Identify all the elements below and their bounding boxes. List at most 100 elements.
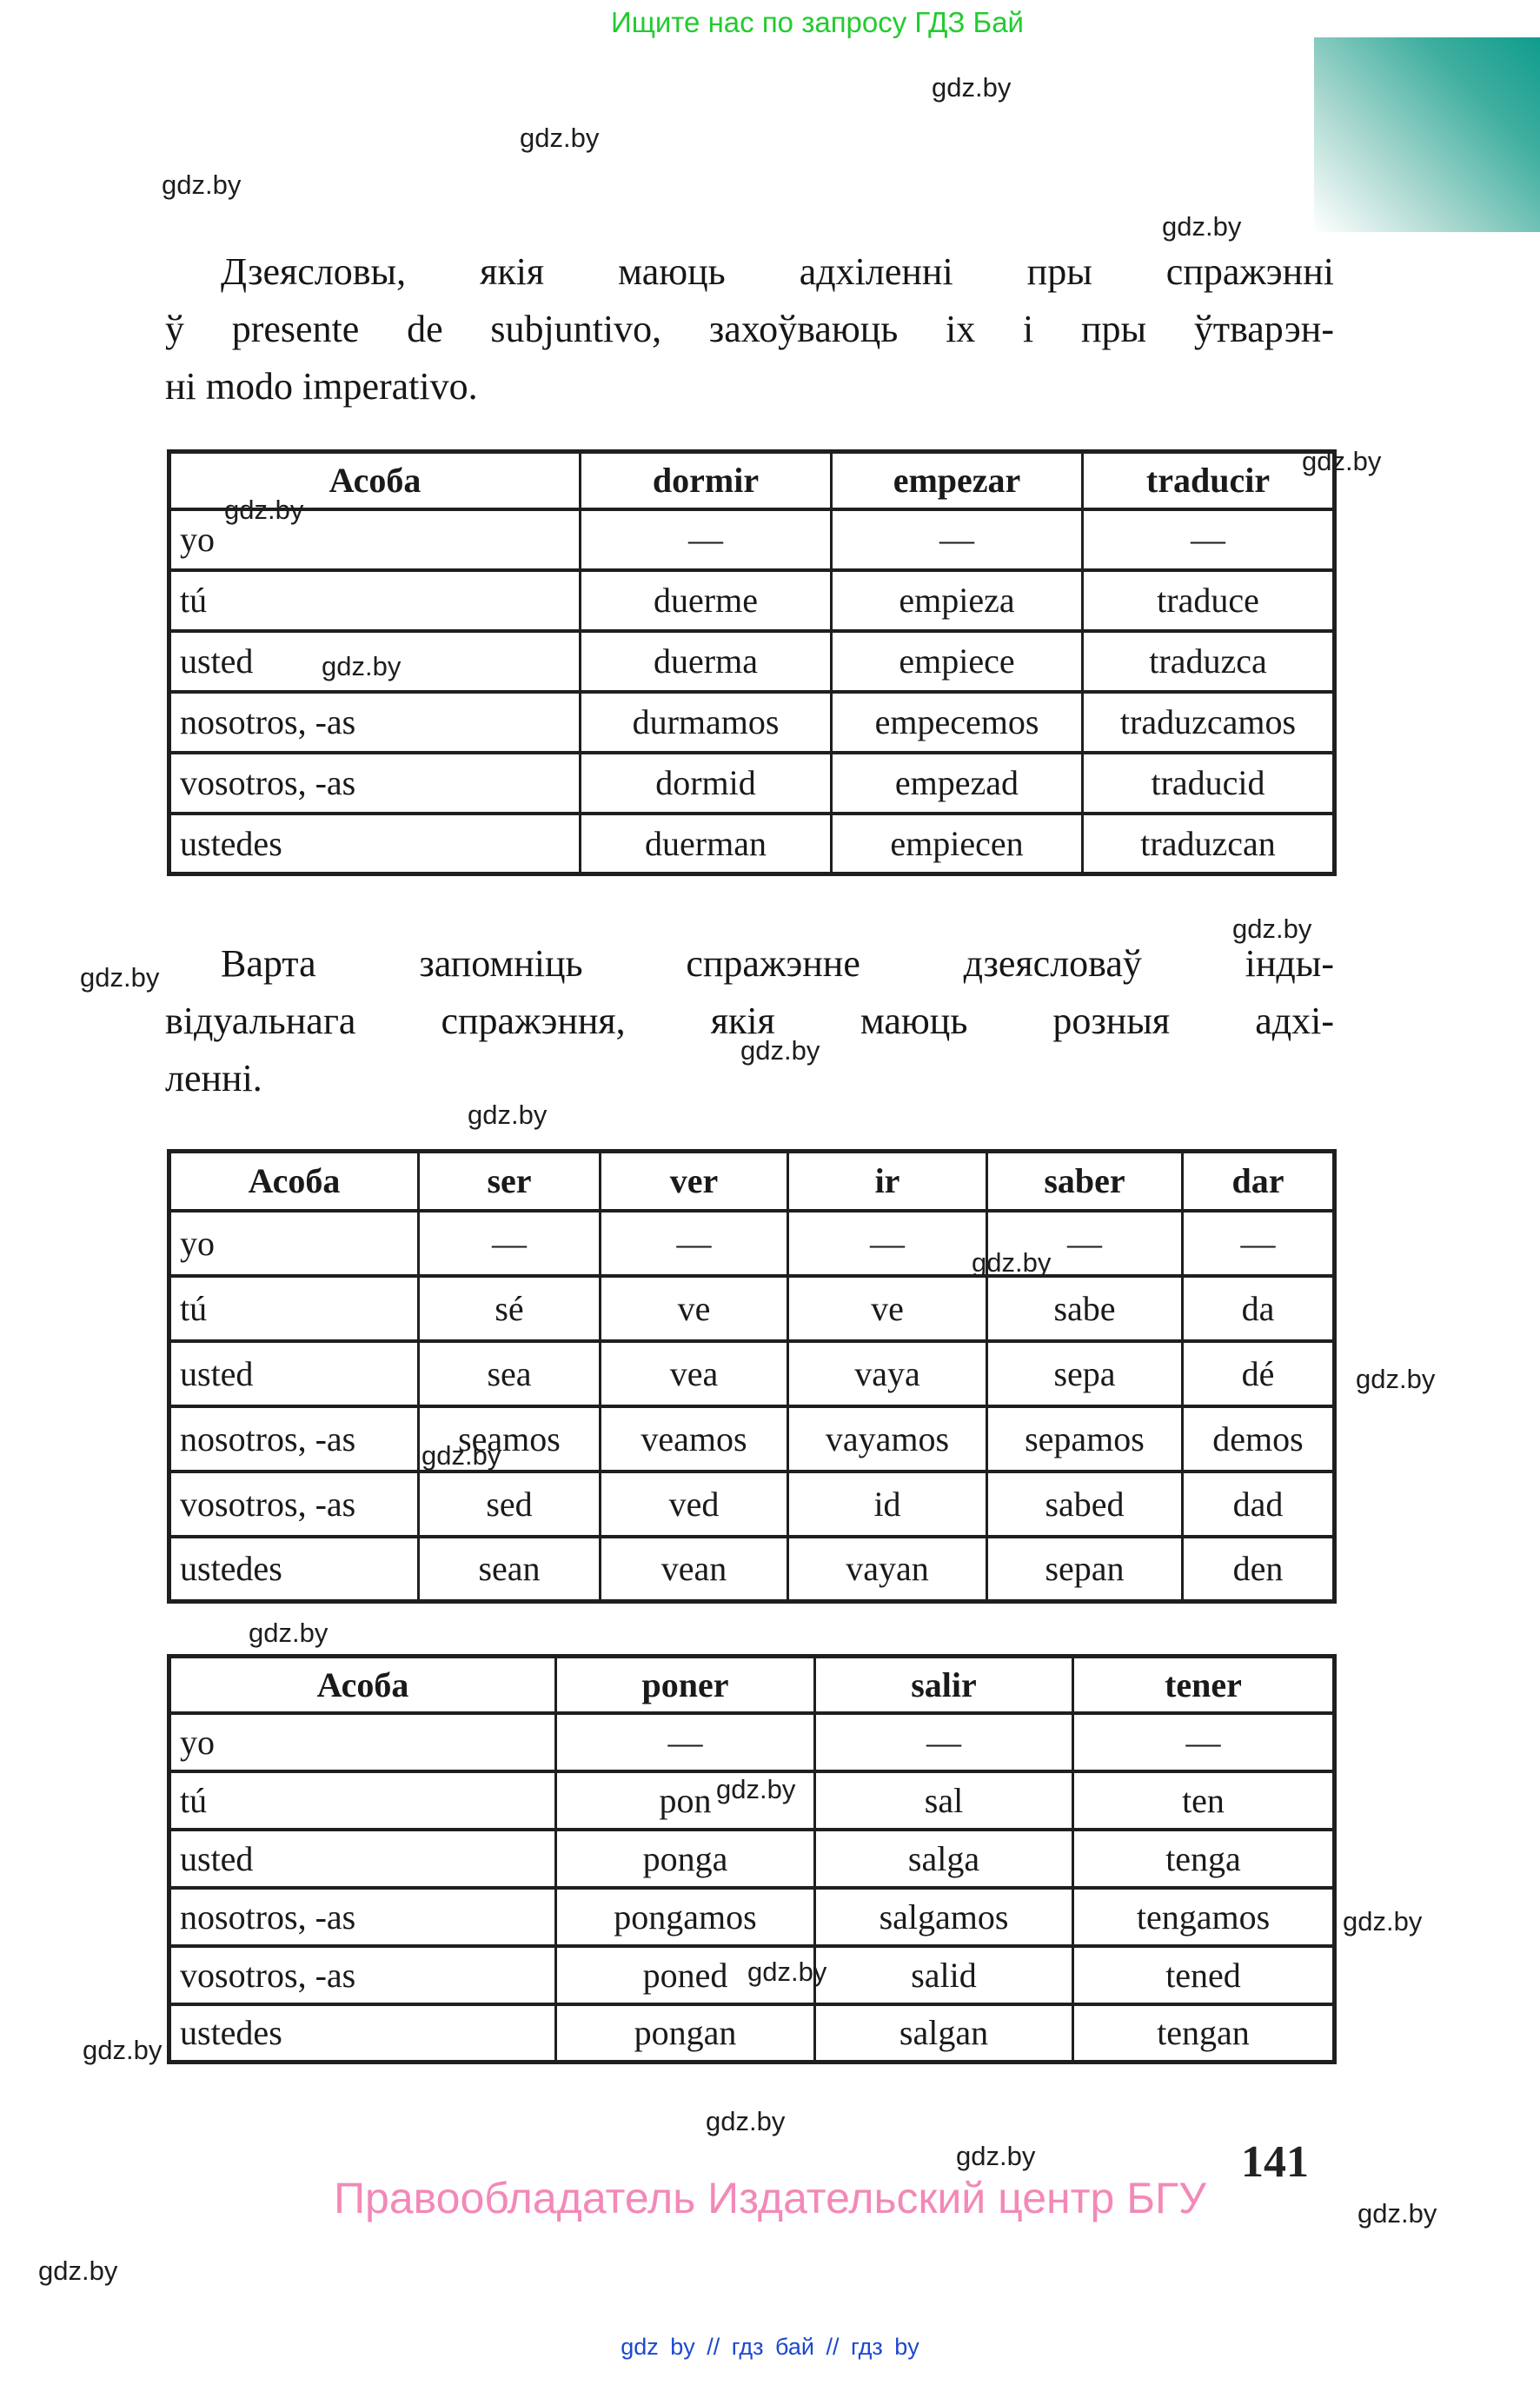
table-row: usted duerma empiece traduzca (168, 628, 1336, 694)
verb-form-cell: duerma (579, 628, 833, 694)
table-header-row: Асоба ser ver ir saber dar (168, 1149, 1336, 1212)
verb-form-cell: sepamos (986, 1404, 1184, 1473)
verb-form-cell: ve (599, 1273, 789, 1343)
verb-form-cell: vean (599, 1534, 789, 1604)
verb-form-cell: — (579, 507, 833, 572)
person-cell: nosotros, -as (168, 1885, 557, 1948)
person-cell: vosotros, -as (168, 750, 581, 815)
verb-form-cell: — (599, 1208, 789, 1278)
verb-form-cell: — (1081, 507, 1336, 572)
column-header: salir (813, 1654, 1074, 1715)
verb-form-cell: — (417, 1208, 601, 1278)
gdz-watermark: gdz.by (224, 495, 304, 525)
verb-form-cell: seamos (417, 1404, 601, 1473)
table-row: vosotros, -as poned salid tened (168, 1943, 1336, 2006)
verb-form-cell: — (554, 1711, 816, 1773)
table-row: tú sé ve ve sabe da (168, 1273, 1336, 1343)
verb-form-cell: ten (1072, 1769, 1336, 1831)
table-row: ustedes sean vean vayan sepan den (168, 1534, 1336, 1604)
person-cell: ustedes (168, 1534, 420, 1604)
verb-form-cell: traducid (1081, 750, 1336, 815)
paragraph-line: відуальнага спражэння, якія маюць розныя… (165, 1000, 1334, 1042)
table-header-row: Асоба poner salir tener (168, 1654, 1336, 1715)
verb-form-cell: empieza (830, 568, 1084, 633)
person-cell: tú (168, 1769, 557, 1831)
footer-links[interactable]: gdz by // гдз бай // гдз by (621, 2334, 919, 2360)
verb-form-cell: empecemos (830, 689, 1084, 754)
verb-form-cell: vea (599, 1339, 789, 1408)
verb-form-cell: sepa (986, 1339, 1184, 1408)
verb-form-cell: duerman (579, 811, 833, 876)
verb-form-cell: salgamos (813, 1885, 1074, 1948)
column-header: Асоба (168, 449, 581, 511)
verb-form-cell: tengan (1072, 2002, 1336, 2064)
verb-form-cell: — (830, 507, 1084, 572)
verb-form-cell: salgan (813, 2002, 1074, 2064)
verb-form-cell: traduzcamos (1081, 689, 1336, 754)
gdz-watermark: gdz.by (1356, 1364, 1436, 1394)
verb-form-cell: vayamos (787, 1404, 988, 1473)
verb-form-cell: veamos (599, 1404, 789, 1473)
verb-form-cell: sal (813, 1769, 1074, 1831)
table-row: tú duerme empieza traduce (168, 568, 1336, 633)
person-cell: yo (168, 507, 581, 572)
person-cell: nosotros, -as (168, 1404, 420, 1473)
person-cell: tú (168, 568, 581, 633)
column-header: ser (417, 1149, 601, 1212)
verb-form-cell: vaya (787, 1339, 988, 1408)
table-row: vosotros, -as sed ved id sabed dad (168, 1469, 1336, 1538)
verb-form-cell: tenga (1072, 1827, 1336, 1890)
verb-form-cell: ve (787, 1273, 988, 1343)
gdz-watermark: gdz.by (162, 169, 242, 200)
table-row: vosotros, -as dormid empezad traducid (168, 750, 1336, 815)
verb-form-cell: da (1181, 1273, 1336, 1343)
column-header: dormir (579, 449, 833, 511)
paragraph-line: Варта запомніць спражэнне дзеясловаў інд… (221, 942, 1334, 985)
column-header: empezar (830, 449, 1084, 511)
verb-form-cell: durmamos (579, 689, 833, 754)
gdz-watermark: gdz.by (468, 1099, 548, 1130)
gdz-watermark: gdz.by (83, 2035, 163, 2065)
gdz-watermark: gdz.by (706, 2106, 786, 2136)
verb-form-cell: dé (1181, 1339, 1336, 1408)
column-header: ver (599, 1149, 789, 1212)
verb-form-cell: traduzca (1081, 628, 1336, 694)
gdz-watermark: gdz.by (1357, 2198, 1437, 2229)
gdz-watermark: gdz.by (38, 2255, 118, 2286)
person-cell: tú (168, 1273, 420, 1343)
column-header: poner (554, 1654, 816, 1715)
column-header: tener (1072, 1654, 1336, 1715)
verb-form-cell: dad (1181, 1469, 1336, 1538)
conjugation-table-ser-ver-ir-saber-dar: Асоба ser ver ir saber dar yo — — — — — tú sé ve ve sabe… (167, 1149, 1337, 1604)
verb-form-cell: traduce (1081, 568, 1336, 633)
verb-form-cell: sean (417, 1534, 601, 1604)
copyright-notice: Правообладатель Издательский центр БГУ (334, 2174, 1206, 2222)
gdz-watermark: gdz.by (1232, 913, 1312, 944)
person-cell: usted (168, 628, 581, 694)
verb-form-cell: sea (417, 1339, 601, 1408)
person-cell: usted (168, 1827, 557, 1890)
verb-form-cell: salga (813, 1827, 1074, 1890)
verb-form-cell: pon (554, 1769, 816, 1831)
verb-form-cell: sé (417, 1273, 601, 1343)
gdz-watermark: gdz.by (956, 2141, 1036, 2171)
page-number: 141 (1241, 2137, 1309, 2187)
person-cell: vosotros, -as (168, 1469, 420, 1538)
verb-form-cell: — (1072, 1711, 1336, 1773)
table-row: yo — — — — — (168, 1208, 1336, 1278)
conjugation-table-dormir-empezar-traducir: Асоба dormir empezar traducir yo — — — tú duerme e… (167, 449, 1337, 876)
gdz-watermark: gdz.by (972, 1247, 1052, 1278)
table-row: nosotros, -as pongamos salgamos tengamos (168, 1885, 1336, 1948)
verb-form-cell: — (1181, 1208, 1336, 1278)
verb-form-cell: pongan (554, 2002, 816, 2064)
gdz-watermark: gdz.by (422, 1440, 501, 1471)
verb-form-cell: empezad (830, 750, 1084, 815)
verb-form-cell: — (813, 1711, 1074, 1773)
verb-form-cell: poned (554, 1943, 816, 2006)
table-row: yo — — — (168, 507, 1336, 572)
gdz-watermark: gdz.by (80, 962, 160, 993)
verb-form-cell: den (1181, 1534, 1336, 1604)
verb-form-cell: — (787, 1208, 988, 1278)
table-row: yo — — — (168, 1711, 1336, 1773)
person-cell: yo (168, 1711, 557, 1773)
